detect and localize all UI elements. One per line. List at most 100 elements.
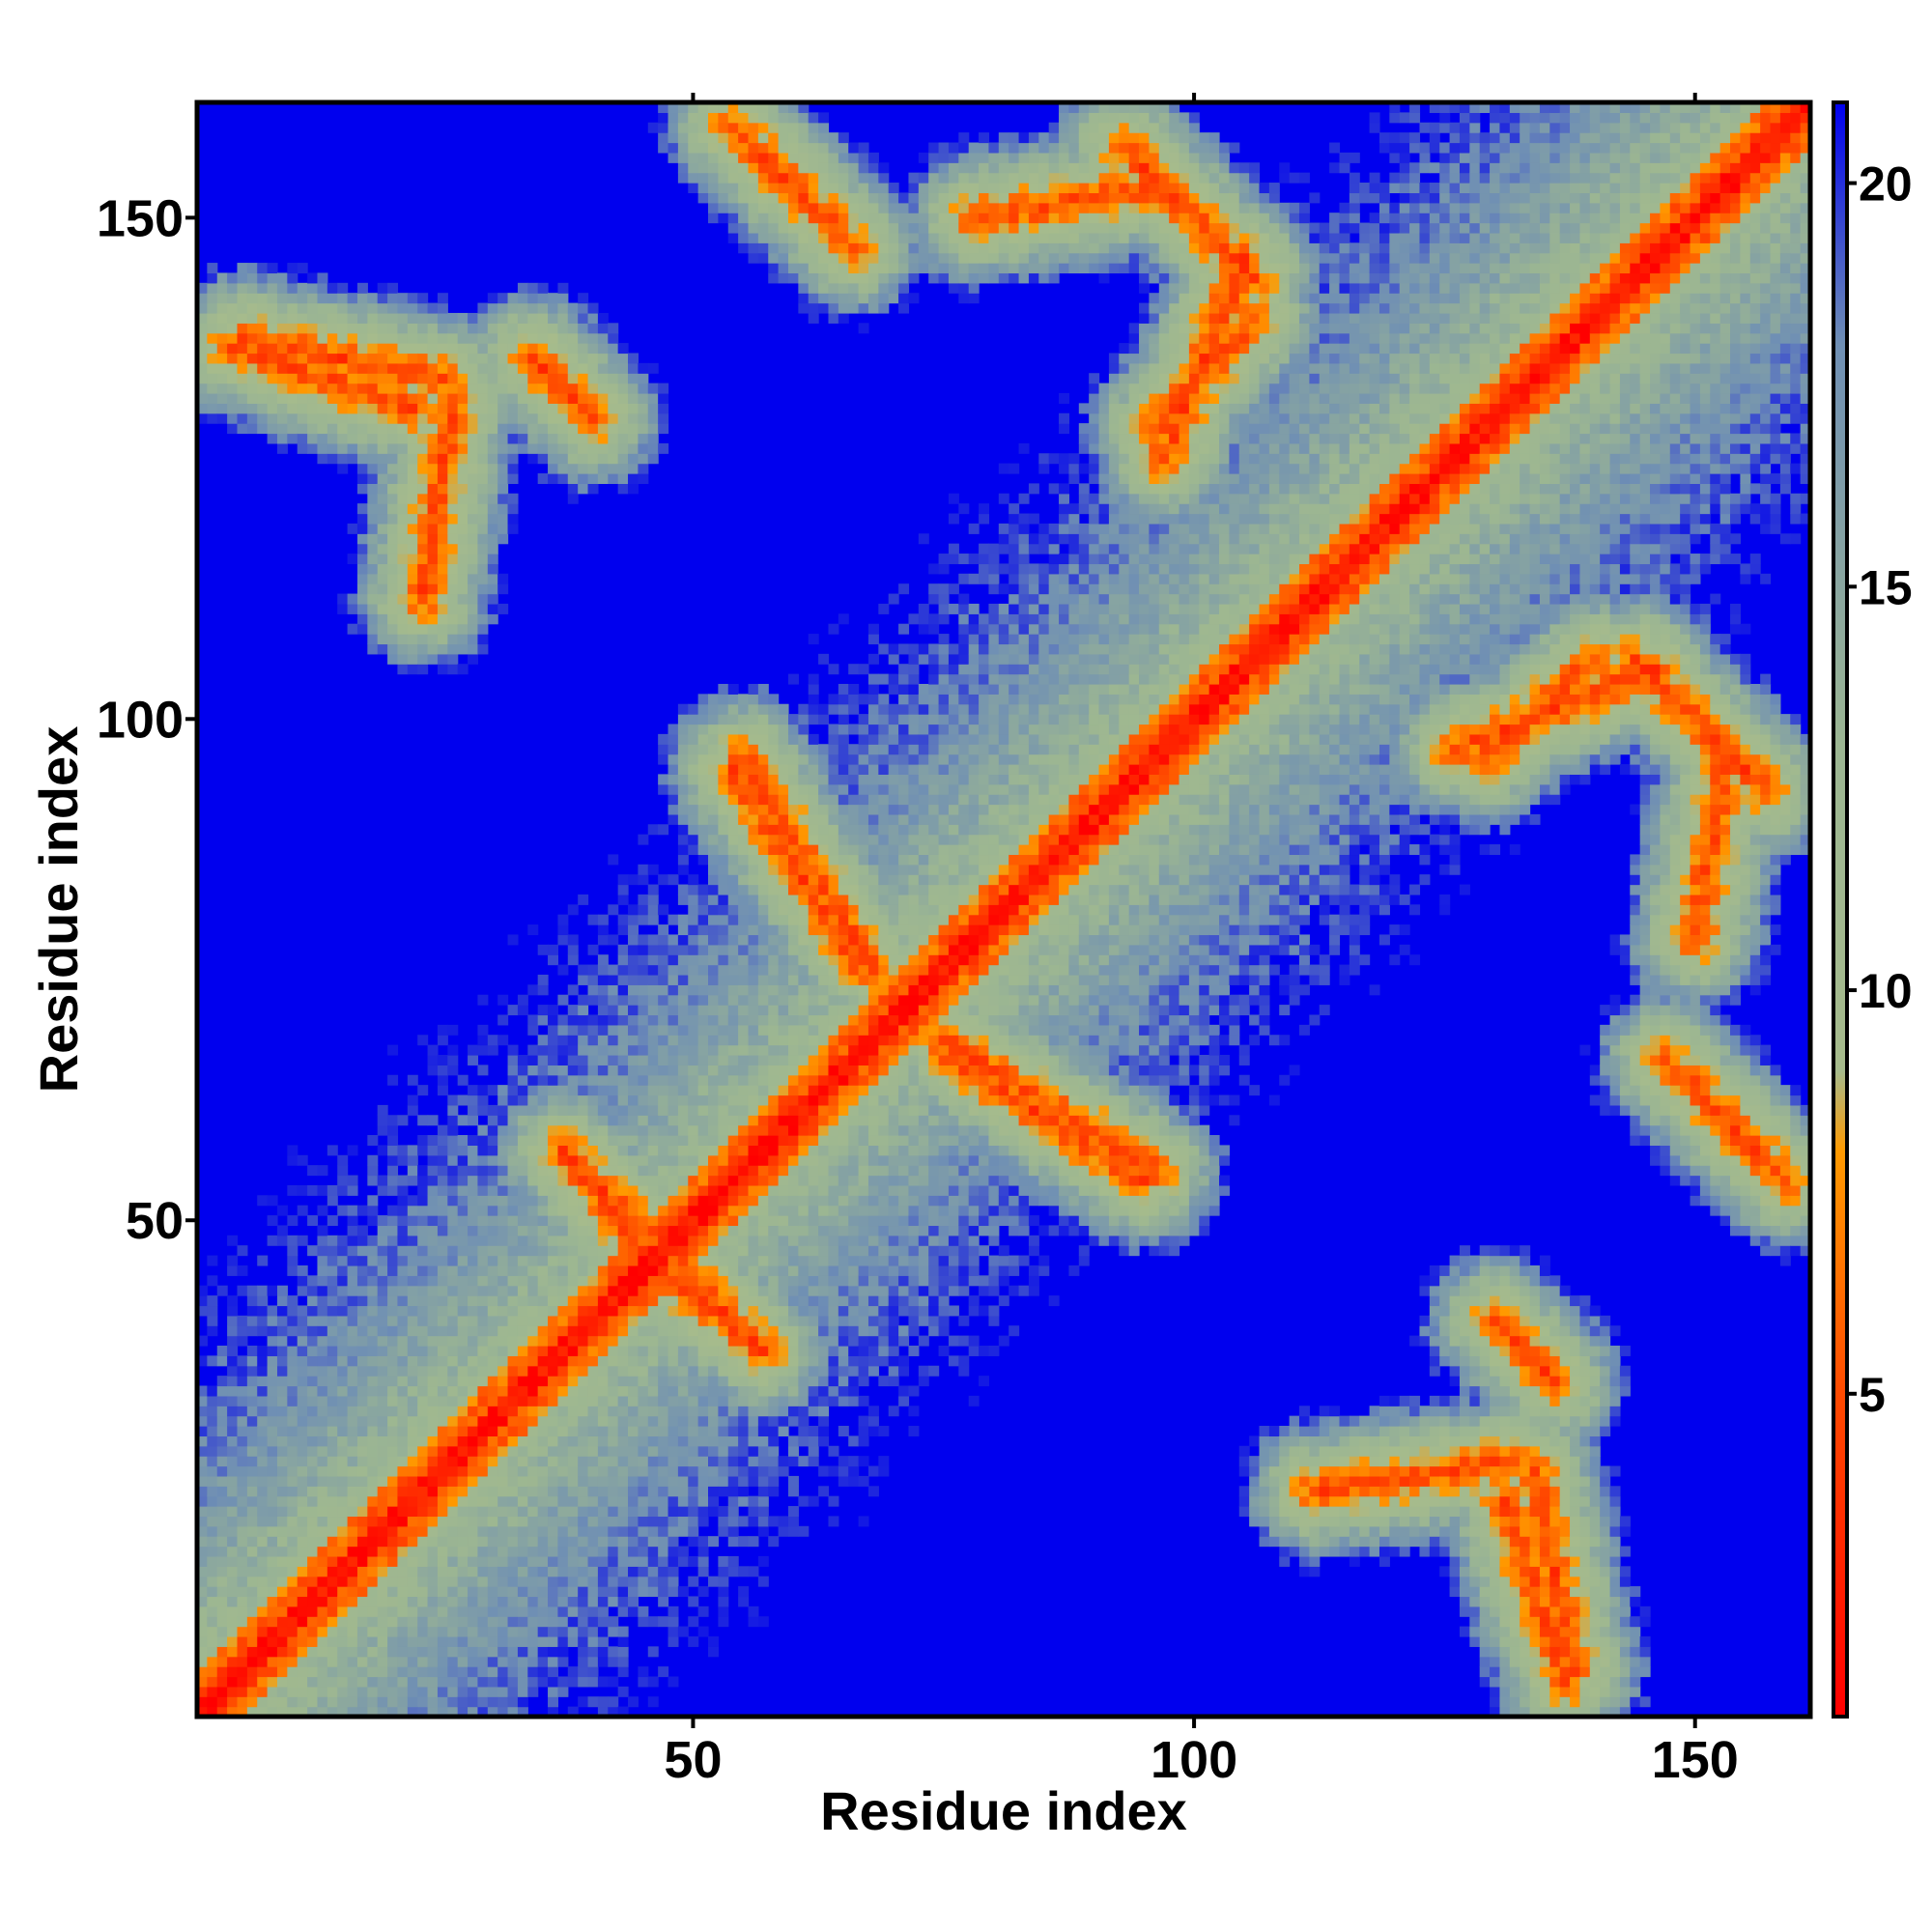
heatmap-cell	[397, 1245, 409, 1257]
heatmap-cell	[507, 1165, 519, 1177]
heatmap-cell	[597, 392, 609, 404]
heatmap-cell	[397, 1305, 409, 1317]
heatmap-cell	[638, 1616, 649, 1628]
heatmap-cell	[638, 1044, 649, 1056]
heatmap-cell	[477, 473, 489, 484]
heatmap-cell	[287, 1465, 298, 1477]
heatmap-cell	[567, 1486, 579, 1497]
heatmap-cell	[548, 1475, 559, 1487]
heatmap-cell	[608, 1456, 619, 1467]
heatmap-cell	[297, 1546, 308, 1557]
heatmap-cell	[587, 1435, 599, 1447]
heatmap-cell	[748, 1175, 759, 1186]
heatmap-cell	[307, 353, 319, 364]
heatmap-cell	[497, 1555, 509, 1567]
heatmap-cell	[677, 994, 689, 1006]
heatmap-cell	[718, 1586, 729, 1598]
heatmap-cell	[487, 403, 498, 414]
heatmap-cell	[317, 1586, 328, 1598]
heatmap-cell	[246, 412, 258, 424]
heatmap-cell	[437, 1215, 448, 1227]
heatmap-cell	[257, 263, 269, 274]
heatmap-cell	[597, 1154, 609, 1166]
heatmap-cell	[727, 1085, 739, 1096]
heatmap-cell	[697, 102, 709, 113]
heatmap-cell	[457, 1495, 469, 1507]
heatmap-cell	[548, 1225, 559, 1236]
heatmap-cell	[267, 1376, 278, 1387]
heatmap-cell	[548, 1355, 559, 1367]
heatmap-cell	[397, 332, 409, 344]
heatmap-cell	[468, 323, 479, 334]
heatmap-cell	[677, 152, 689, 163]
heatmap-cell	[738, 1325, 750, 1337]
heatmap-cell	[468, 1696, 479, 1708]
heatmap-cell	[608, 1184, 619, 1196]
heatmap-cell	[477, 1184, 489, 1196]
heatmap-cell	[567, 302, 579, 314]
heatmap-cell	[487, 1264, 498, 1276]
heatmap-cell	[587, 1546, 599, 1557]
heatmap-cell	[647, 994, 659, 1006]
heatmap-cell	[688, 724, 699, 735]
heatmap-cell	[677, 1365, 689, 1377]
heatmap-cell	[297, 1415, 308, 1427]
heatmap-cell	[417, 412, 429, 424]
heatmap-cell	[727, 1264, 739, 1276]
heatmap-cell	[216, 1486, 228, 1497]
heatmap-cell	[487, 1456, 498, 1467]
heatmap-cell	[537, 1465, 549, 1477]
heatmap-cell	[347, 433, 358, 444]
heatmap-cell	[317, 1666, 328, 1678]
heatmap-cell	[307, 1415, 319, 1427]
heatmap-cell	[718, 162, 729, 174]
heatmap-cell	[227, 1506, 239, 1518]
heatmap-cell	[417, 1686, 429, 1697]
heatmap-cell	[608, 974, 619, 985]
heatmap-cell	[477, 383, 489, 394]
heatmap-cell	[327, 362, 338, 374]
heatmap-cell	[537, 1666, 549, 1678]
heatmap-cell	[738, 213, 750, 224]
heatmap-cell	[507, 1305, 519, 1317]
heatmap-cell	[768, 794, 780, 806]
heatmap-cell	[397, 1415, 409, 1427]
heatmap-cell	[497, 392, 509, 404]
heatmap-cell	[688, 1195, 699, 1207]
heatmap-cell	[287, 1154, 298, 1166]
heatmap-cell	[477, 554, 489, 565]
heatmap-cell	[417, 1264, 429, 1276]
heatmap-cell	[668, 152, 679, 163]
heatmap-cell	[677, 1275, 689, 1287]
heatmap-cell	[468, 1115, 479, 1126]
heatmap-cell	[276, 442, 288, 454]
heatmap-cell	[748, 1456, 759, 1467]
heatmap-cell	[307, 1315, 319, 1326]
heatmap-cell	[718, 813, 729, 825]
heatmap-cell	[517, 1295, 528, 1307]
heatmap-cell	[748, 934, 759, 946]
heatmap-cell	[437, 423, 448, 435]
heatmap-cell	[507, 1616, 519, 1628]
heatmap-cell	[608, 1275, 619, 1287]
heatmap-cell	[608, 1054, 619, 1065]
heatmap-cell	[548, 1696, 559, 1708]
heatmap-cell	[708, 854, 719, 866]
heatmap-cell	[397, 1235, 409, 1246]
heatmap-cell	[668, 1555, 679, 1567]
heatmap-cell	[417, 1666, 429, 1678]
heatmap-cell	[517, 1264, 528, 1276]
heatmap-cell	[477, 1035, 489, 1046]
heatmap-cell	[237, 1406, 248, 1417]
heatmap-cell	[748, 1235, 759, 1246]
heatmap-cell	[367, 1676, 379, 1688]
heatmap-cell	[587, 1305, 599, 1317]
heatmap-cell	[608, 1305, 619, 1317]
heatmap-cell	[276, 1616, 288, 1628]
heatmap-cell	[608, 453, 619, 465]
heatmap-cell	[468, 1616, 479, 1628]
heatmap-cell	[718, 1295, 729, 1307]
heatmap-cell	[356, 1456, 368, 1467]
heatmap-cell	[647, 1646, 659, 1658]
heatmap-cell	[377, 1355, 388, 1367]
